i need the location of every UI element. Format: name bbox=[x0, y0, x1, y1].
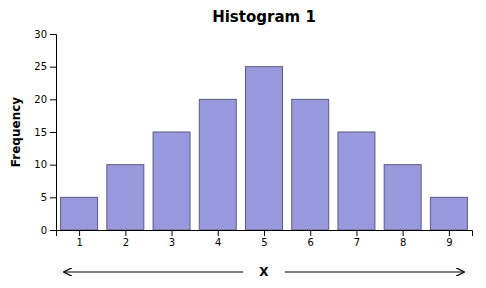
tick-label: 5 bbox=[261, 237, 267, 248]
tick: 9 bbox=[446, 230, 452, 248]
chart: 1 2 3 4 5 6 7 8 9 0 5 10 15 20 25 30 X Histogram 1 Frequen… bbox=[0, 0, 486, 288]
bar bbox=[61, 197, 98, 230]
x-axis-line bbox=[57, 231, 473, 237]
bars bbox=[61, 67, 468, 230]
tick-label: 7 bbox=[354, 237, 360, 248]
tick-mark bbox=[50, 165, 56, 166]
tick-mark bbox=[50, 230, 56, 231]
tick: 25 bbox=[34, 61, 56, 72]
tick-label: 0 bbox=[41, 225, 47, 236]
tick: 4 bbox=[215, 230, 221, 248]
tick-label: 5 bbox=[41, 192, 47, 203]
bar bbox=[292, 99, 329, 230]
tick-mark bbox=[50, 34, 56, 35]
tick: 8 bbox=[400, 230, 406, 248]
tick-mark bbox=[264, 230, 265, 236]
tick-label: 6 bbox=[308, 237, 314, 248]
tick-mark bbox=[403, 230, 404, 236]
bar bbox=[384, 165, 421, 230]
y-axis: 0 5 10 15 20 25 30 bbox=[34, 29, 56, 236]
bar bbox=[430, 197, 467, 230]
x-axis-arrow bbox=[285, 271, 464, 272]
tick: 2 bbox=[123, 230, 129, 248]
tick-mark bbox=[50, 197, 56, 198]
bar bbox=[246, 67, 283, 230]
tick: 10 bbox=[34, 159, 56, 170]
tick: 3 bbox=[169, 230, 175, 248]
x-axis: 1 2 3 4 5 6 7 8 9 bbox=[57, 230, 473, 248]
tick-mark bbox=[310, 230, 311, 236]
tick-label: 2 bbox=[123, 237, 129, 248]
tick-mark bbox=[449, 230, 450, 236]
bar bbox=[107, 165, 144, 230]
tick: 5 bbox=[261, 230, 267, 248]
tick: 15 bbox=[34, 127, 56, 138]
tick: 20 bbox=[34, 94, 56, 105]
y-axis-line bbox=[50, 35, 57, 231]
tick: 6 bbox=[308, 230, 314, 248]
tick: 30 bbox=[34, 29, 56, 40]
tick-mark bbox=[79, 230, 80, 236]
x-axis-title: X bbox=[259, 265, 269, 279]
tick-label: 3 bbox=[169, 237, 175, 248]
tick: 1 bbox=[76, 230, 82, 248]
bar bbox=[338, 132, 375, 230]
y-axis-title: Frequency bbox=[9, 97, 23, 167]
tick-mark bbox=[172, 230, 173, 236]
bar bbox=[199, 99, 236, 230]
tick-mark bbox=[50, 132, 56, 133]
tick-mark bbox=[125, 230, 126, 236]
tick: 7 bbox=[354, 230, 360, 248]
tick-label: 8 bbox=[400, 237, 406, 248]
tick-mark bbox=[50, 99, 56, 100]
tick: 0 bbox=[41, 225, 56, 236]
tick: 5 bbox=[41, 192, 56, 203]
tick-label: 15 bbox=[34, 127, 47, 138]
tick-label: 10 bbox=[34, 159, 47, 170]
tick-label: 4 bbox=[215, 237, 221, 248]
tick-label: 9 bbox=[446, 237, 452, 248]
tick-label: 1 bbox=[76, 237, 82, 248]
plot: 1 2 3 4 5 6 7 8 9 0 5 10 15 20 25 30 X bbox=[34, 29, 472, 279]
bar bbox=[153, 132, 190, 230]
tick-label: 20 bbox=[34, 94, 47, 105]
tick-label: 30 bbox=[34, 29, 47, 40]
x-axis-arrow bbox=[64, 271, 243, 272]
tick-mark bbox=[356, 230, 357, 236]
title: Histogram 1 bbox=[212, 8, 316, 26]
tick-label: 25 bbox=[34, 61, 47, 72]
tick-mark bbox=[218, 230, 219, 236]
tick-mark bbox=[50, 67, 56, 68]
